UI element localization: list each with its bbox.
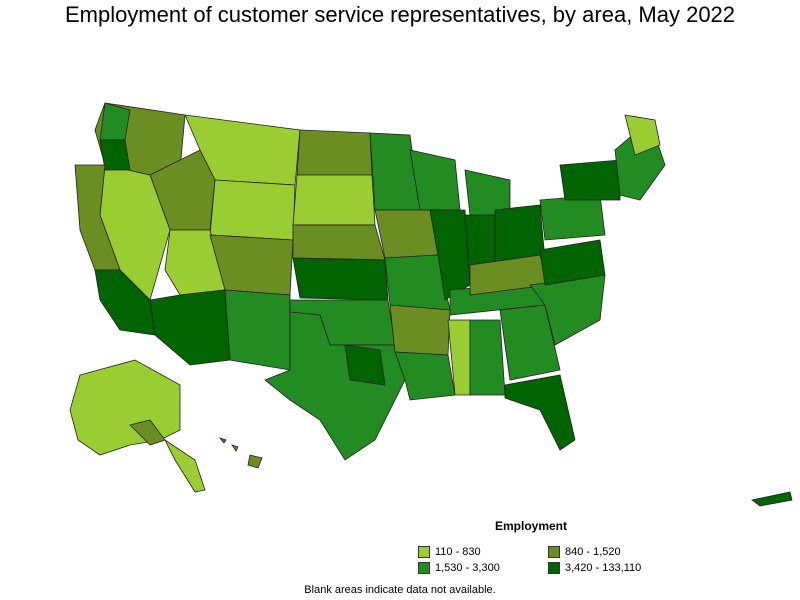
region-alabama [469,319,506,396]
region-texas-metro [344,344,386,386]
map-title: Employment of customer service represent… [64,2,736,27]
region-oregon-valley [99,139,131,171]
legend-label-4: 3,420 - 133,110 [565,562,642,574]
region-pennsylvania [539,194,606,241]
region-virginia [539,239,606,286]
region-iowa [374,209,439,259]
legend-label-2: 840 - 1,520 [565,546,621,558]
region-new-mexico [224,289,291,371]
legend-item-1: 110 - 830 [418,546,481,558]
region-louisiana [394,351,456,401]
legend-label-1: 110 - 830 [435,546,481,558]
legend-item-3: 1,530 - 3,300 [418,562,500,574]
region-arizona [149,289,231,366]
region-alaska-panhandle [163,438,206,493]
region-north-dakota [296,129,373,176]
region-hawaii [218,437,263,469]
legend-swatch-4 [548,562,560,574]
legend-swatch-3 [418,562,430,574]
legend-swatch-1 [418,546,430,558]
footnote: Blank areas indicate data not available. [304,584,496,596]
region-florida [504,374,576,451]
region-washington-coast [99,102,131,141]
legend-swatch-2 [548,546,560,558]
legend-item-2: 840 - 1,520 [548,546,621,558]
legend-item-4: 3,420 - 133,110 [548,562,641,574]
region-arkansas [389,304,451,356]
legend-title: Employment [495,519,568,533]
region-georgia [499,304,561,381]
region-kansas [292,257,389,301]
region-nebraska [292,224,386,261]
legend-label-3: 1,530 - 3,300 [435,562,500,574]
region-wyoming [209,179,296,241]
region-maine [624,114,661,156]
region-minnesota [369,132,421,211]
region-new-york [559,159,621,201]
region-puerto-rico [751,491,793,507]
contiguous-us [74,102,666,461]
region-south-dakota [292,174,376,226]
